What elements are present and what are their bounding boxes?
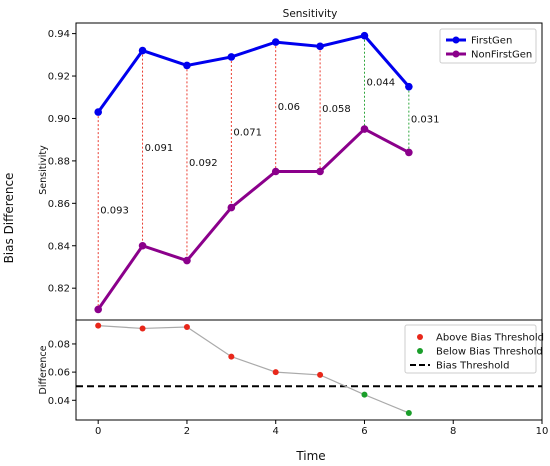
series-point <box>183 256 191 265</box>
difference-label: 0.06 <box>278 102 300 113</box>
series-point <box>138 46 147 55</box>
series-point <box>316 167 324 176</box>
bottom-ytick-label: 0.06 <box>48 368 70 379</box>
difference-plot: 0.04 0.06 0.08 0 2 4 6 8 10 Above Bias Threshold B… <box>48 319 549 437</box>
xtick-label: 4 <box>273 426 279 437</box>
top-ytick-label: 0.82 <box>48 284 70 295</box>
x-axis-label: Time <box>295 449 325 463</box>
series-point <box>271 38 280 46</box>
legend-marker <box>417 334 423 340</box>
legend-label: FirstGen <box>471 36 512 47</box>
xtick-label: 6 <box>361 426 367 437</box>
difference-label: 0.058 <box>322 104 351 115</box>
difference-label: 0.071 <box>233 127 262 138</box>
series-point <box>360 31 369 40</box>
difference-label: 0.044 <box>366 77 395 88</box>
xtick-label: 2 <box>184 426 190 437</box>
series-point <box>271 167 280 176</box>
difference-line <box>98 325 410 414</box>
series-point <box>183 61 191 70</box>
difference-label: 0.093 <box>100 206 129 217</box>
outer-ylabel: Bias Difference <box>2 173 16 264</box>
xtick-label: 10 <box>536 426 549 437</box>
bottom-axes-frame <box>75 319 543 421</box>
difference-label: 0.092 <box>189 158 218 169</box>
top-ytick-label: 0.84 <box>48 241 70 252</box>
top-ytick-label: 0.88 <box>48 156 70 167</box>
difference-point <box>317 371 324 378</box>
top-ytick-label: 0.86 <box>48 199 70 210</box>
difference-point <box>405 409 412 416</box>
series-point <box>405 82 413 91</box>
xtick-label: 8 <box>450 426 456 437</box>
bottom-legend: Above Bias Threshold Below Bias Threshold… <box>404 324 544 374</box>
series-point <box>227 53 236 61</box>
bottom-ylabel: Difference <box>38 345 49 394</box>
difference-label: 0.091 <box>145 143 174 154</box>
top-ytick-label: 0.90 <box>48 114 70 125</box>
bottom-legend-box <box>404 324 537 374</box>
sensitivity-plot: 0.82 0.84 0.86 0.88 0.90 0.92 0.94 0.093 0.091 0.… <box>48 22 543 321</box>
chart-title: Sensitivity <box>283 8 338 20</box>
legend-label: Above Bias Threshold <box>436 333 544 344</box>
legend-label: Bias Threshold <box>436 361 509 372</box>
top-ytick-label: 0.92 <box>48 72 70 83</box>
xtick-label: 0 <box>95 426 101 437</box>
bottom-ytick-label: 0.04 <box>48 396 70 407</box>
difference-point <box>228 353 235 360</box>
top-ytick-label: 0.94 <box>48 29 70 40</box>
difference-point <box>95 322 102 329</box>
top-legend: FirstGen NonFirstGen <box>439 28 537 64</box>
legend-marker <box>417 348 423 354</box>
legend-marker <box>452 36 460 44</box>
series-point <box>227 203 236 212</box>
series-line <box>96 127 410 311</box>
series-point <box>405 148 413 157</box>
bottom-ytick-label: 0.08 <box>48 339 70 350</box>
difference-point <box>139 325 146 332</box>
series-point <box>94 305 102 314</box>
series-point <box>138 241 147 250</box>
top-ylabel: Sensitivity <box>38 145 49 195</box>
difference-point <box>272 369 279 376</box>
legend-marker <box>452 50 460 58</box>
difference-point <box>183 324 190 331</box>
difference-label: 0.031 <box>411 115 440 126</box>
series-point <box>94 108 102 116</box>
legend-label: Below Bias Threshold <box>436 347 543 358</box>
series-point <box>360 125 369 133</box>
series-line <box>96 34 410 113</box>
series-point <box>316 42 324 51</box>
difference-point <box>361 391 368 398</box>
legend-label: NonFirstGen <box>471 50 532 61</box>
